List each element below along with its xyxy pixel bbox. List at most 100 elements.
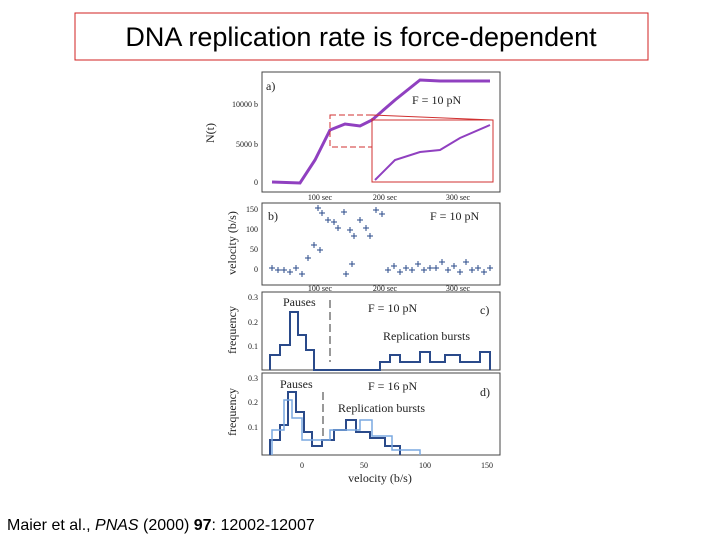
velocity-point [481, 269, 487, 275]
x-tick-label: 50 [360, 461, 368, 470]
histogram [269, 391, 401, 455]
panel-label: a) [266, 79, 275, 93]
x-tick-label: 0 [300, 461, 304, 470]
citation-year: (2000) [139, 517, 194, 534]
force-label: F = 10 pN [430, 209, 479, 223]
y-tick-label: 0.2 [248, 318, 258, 327]
velocity-point [341, 209, 347, 215]
velocity-point [427, 265, 433, 271]
panel-label: d) [480, 385, 490, 399]
velocity-point [475, 265, 481, 271]
pauses-label: Pauses [280, 377, 313, 391]
citation-journal: PNAS [95, 517, 139, 534]
velocity-point [397, 269, 403, 275]
velocity-point [335, 225, 341, 231]
velocity-point [469, 267, 475, 273]
velocity-point [367, 233, 373, 239]
velocity-point [445, 267, 451, 273]
inset-trace [374, 124, 491, 181]
velocity-point [299, 271, 305, 277]
panel-frame [261, 202, 501, 286]
velocity-point [373, 207, 379, 213]
velocity-point [331, 219, 337, 225]
velocity-point [319, 210, 325, 216]
y-axis-label: frequency [225, 306, 239, 354]
velocity-point [391, 263, 397, 269]
velocity-point [409, 267, 415, 273]
x-tick-label: 100 sec [308, 193, 333, 202]
panel-frame [261, 71, 501, 193]
slide-title: DNA replication rate is force-dependent [125, 22, 597, 52]
velocity-point [275, 267, 281, 273]
velocity-point [415, 261, 421, 267]
velocity-points [269, 205, 493, 277]
force-label: F = 10 pN [368, 301, 417, 315]
velocity-point [351, 233, 357, 239]
x-tick-label: 100 sec [308, 284, 333, 293]
velocity-point [317, 247, 323, 253]
x-tick-label: 200 sec [373, 284, 398, 293]
citation: Maier et al., PNAS (2000) 97: 12002-1200… [7, 517, 315, 534]
figure: a) F = 10 pN 10000 b 5000 b 0 N(t) 100 s… [203, 71, 501, 485]
velocity-point [281, 267, 287, 273]
x-tick-label: 150 [481, 461, 493, 470]
velocity-point [349, 261, 355, 267]
citation-volume: 97 [194, 517, 212, 534]
y-axis-label: velocity (b/s) [225, 211, 239, 275]
zoom-box [329, 114, 373, 148]
y-axis-label: frequency [225, 388, 239, 436]
velocity-point [287, 269, 293, 275]
force-label: F = 10 pN [412, 93, 461, 107]
force-label: F = 16 pN [368, 379, 417, 393]
velocity-point [379, 211, 385, 217]
y-tick-label: 5000 b [236, 140, 258, 149]
y-tick-label: 0 [254, 178, 258, 187]
y-tick-label: 150 [246, 205, 258, 214]
x-tick-label: 300 sec [446, 193, 471, 202]
velocity-point [439, 259, 445, 265]
velocity-point [457, 269, 463, 275]
y-tick-label: 0.3 [248, 293, 258, 302]
zoom-line [371, 114, 494, 121]
y-axis-label: N(t) [203, 123, 217, 143]
panel-frame [261, 372, 501, 456]
trace [271, 78, 490, 185]
velocity-point [421, 267, 427, 273]
velocity-point [269, 265, 275, 271]
citation-pages: : 12002-12007 [212, 517, 315, 534]
title-box [74, 12, 649, 61]
y-tick-label: 0.1 [248, 423, 258, 432]
citation-authors: Maier et al., [7, 517, 95, 534]
velocity-point [487, 265, 493, 271]
panel-label: b) [268, 209, 278, 223]
pauses-label: Pauses [283, 295, 316, 309]
bursts-label: Replication bursts [338, 401, 425, 415]
bursts-label: Replication bursts [383, 329, 470, 343]
velocity-point [293, 265, 299, 271]
x-tick-label: 100 [419, 461, 431, 470]
y-tick-label: 0.1 [248, 342, 258, 351]
velocity-point [463, 259, 469, 265]
velocity-point [363, 225, 369, 231]
velocity-point [343, 271, 349, 277]
x-axis-label: velocity (b/s) [348, 471, 412, 485]
velocity-point [433, 265, 439, 271]
velocity-point [357, 217, 363, 223]
velocity-point [311, 242, 317, 248]
velocity-point [347, 227, 353, 233]
x-tick-label: 200 sec [373, 193, 398, 202]
velocity-point [385, 267, 391, 273]
y-tick-label: 100 [246, 225, 258, 234]
y-tick-label: 50 [250, 245, 258, 254]
y-tick-label: 0.2 [248, 398, 258, 407]
y-tick-label: 0 [254, 265, 258, 274]
y-tick-label: 10000 b [232, 100, 258, 109]
velocity-point [305, 255, 311, 261]
panel-label: c) [480, 303, 489, 317]
velocity-point [403, 265, 409, 271]
velocity-point [325, 217, 331, 223]
velocity-point [315, 205, 321, 211]
histogram [271, 399, 421, 455]
